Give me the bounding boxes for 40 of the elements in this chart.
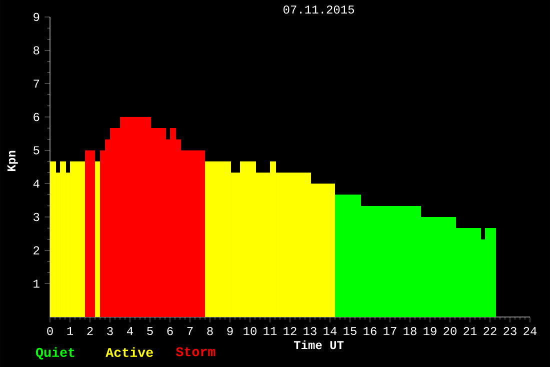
y-tick-label: 9 xyxy=(34,12,40,22)
x-tick-label: 17 xyxy=(384,327,396,335)
x-tick-label: 6 xyxy=(167,327,173,336)
x-tick-label: 4 xyxy=(127,327,133,335)
y-tick-label: 3 xyxy=(34,212,40,222)
x-tick-label: 23 xyxy=(504,327,516,336)
chart-title: 07.11.2015 xyxy=(284,5,354,14)
y-tick-label: 6 xyxy=(34,112,40,122)
x-tick-label: 11 xyxy=(264,327,277,335)
y-tick-label: 2 xyxy=(34,246,40,254)
y-axis-title: Kpn xyxy=(7,150,18,171)
x-tick-label: 0 xyxy=(47,327,53,336)
x-tick-label: 18 xyxy=(404,327,416,336)
x-tick-label: 19 xyxy=(424,327,436,336)
text: Active xyxy=(106,347,153,357)
x-tick-label: 7 xyxy=(187,327,193,335)
x-tick-label: 2 xyxy=(87,327,93,336)
y-tick-label: 1 xyxy=(34,280,40,288)
text: Quiet xyxy=(36,347,74,360)
x-tick-label: 21 xyxy=(464,327,477,336)
y-tick-label: 4 xyxy=(33,180,40,188)
x-tick-label: 1 xyxy=(67,327,74,335)
x-tick-label: 12 xyxy=(284,327,296,336)
x-tick-label: 14 xyxy=(324,327,337,335)
x-tick-label: 20 xyxy=(444,327,456,336)
y-tick-label: 8 xyxy=(34,46,40,54)
x-tick-label: 9 xyxy=(227,327,233,336)
text: Storm xyxy=(176,347,216,356)
x-tick-label: 24 xyxy=(524,327,537,336)
x-tick-label: 16 xyxy=(364,327,376,336)
x-tick-label: 8 xyxy=(207,327,213,336)
x-tick-label: 15 xyxy=(344,327,356,336)
y-tick-label: 7 xyxy=(34,80,40,88)
x-axis-title: Time UT xyxy=(294,340,344,350)
x-tick-label: 22 xyxy=(484,327,496,336)
x-tick-label: 10 xyxy=(244,327,256,336)
x-tick-label: 3 xyxy=(107,327,113,336)
y-tick-label: 5 xyxy=(34,146,40,154)
x-tick-label: 5 xyxy=(147,327,153,336)
x-tick-label: 13 xyxy=(304,327,316,336)
